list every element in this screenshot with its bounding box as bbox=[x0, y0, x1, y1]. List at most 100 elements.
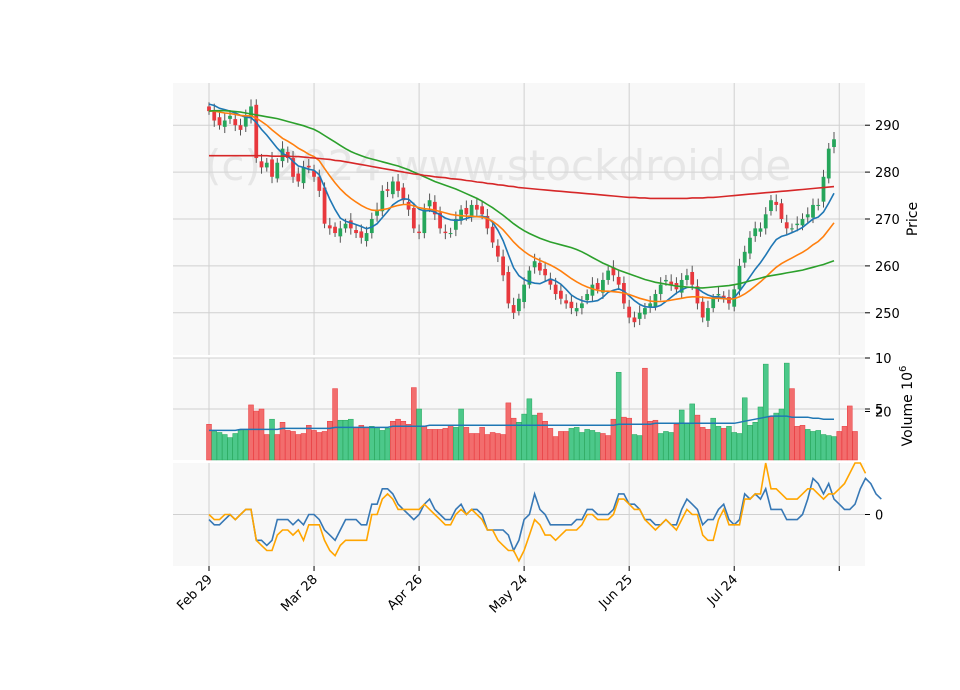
volume-bar bbox=[300, 433, 307, 461]
volume-bar bbox=[668, 432, 674, 461]
candle-body bbox=[516, 298, 521, 312]
volume-bar bbox=[699, 427, 706, 461]
candlestick bbox=[443, 224, 448, 240]
volume-bar bbox=[327, 420, 333, 461]
x-tick-label: Apr 26 bbox=[385, 572, 426, 613]
candle-body bbox=[653, 294, 658, 307]
candle-body bbox=[364, 233, 369, 242]
volume-bar bbox=[468, 433, 475, 461]
candlestick bbox=[464, 200, 469, 221]
volume-bar bbox=[773, 412, 779, 461]
volume-bar bbox=[516, 422, 522, 461]
candlestick bbox=[648, 295, 653, 313]
candle-body bbox=[375, 209, 379, 216]
candle-body bbox=[348, 220, 353, 229]
candle-body bbox=[411, 207, 416, 229]
volume-bar bbox=[610, 418, 617, 461]
candle-body bbox=[343, 223, 348, 229]
candle-body bbox=[296, 173, 301, 182]
volume-bar bbox=[741, 397, 748, 461]
candle-body bbox=[322, 187, 327, 224]
candle-body bbox=[784, 222, 789, 229]
volume-bar bbox=[363, 427, 370, 461]
volume-bar bbox=[552, 436, 559, 461]
volume-bar bbox=[390, 420, 396, 461]
candle-body bbox=[506, 271, 511, 304]
volume-bar bbox=[222, 434, 228, 461]
volume-bar bbox=[762, 363, 769, 461]
candle-body bbox=[249, 106, 253, 118]
candle-body bbox=[811, 204, 815, 218]
candlestick bbox=[821, 169, 826, 208]
candle-body bbox=[464, 207, 469, 215]
candlestick bbox=[522, 277, 527, 309]
candle-body bbox=[532, 261, 537, 268]
volume-bar bbox=[295, 434, 302, 461]
candlestick bbox=[658, 277, 663, 301]
volume-bar bbox=[437, 429, 443, 461]
candlestick bbox=[327, 217, 332, 235]
candlestick bbox=[417, 224, 421, 240]
candle-body bbox=[317, 176, 322, 191]
x-tick-label: Feb 29 bbox=[174, 572, 216, 614]
candle-body bbox=[385, 189, 390, 191]
candlestick bbox=[685, 268, 689, 286]
candle-body bbox=[217, 117, 222, 126]
candle-body bbox=[658, 284, 663, 295]
candlestick bbox=[669, 274, 674, 291]
volume-bar bbox=[421, 426, 428, 461]
candle-body bbox=[233, 119, 238, 126]
candlestick bbox=[228, 109, 232, 124]
volume-bar bbox=[500, 434, 506, 461]
candle-body bbox=[338, 228, 343, 237]
price-axis-tick-label: 280 bbox=[875, 166, 900, 181]
volume-bar bbox=[558, 431, 564, 461]
candlestick bbox=[259, 153, 264, 174]
candlestick bbox=[637, 305, 642, 326]
candle-body bbox=[585, 294, 590, 301]
candle-body bbox=[648, 303, 653, 307]
candlestick bbox=[275, 158, 280, 183]
volume-bar bbox=[531, 414, 538, 461]
candlestick bbox=[354, 224, 358, 239]
candle-body bbox=[748, 237, 752, 254]
volume-bar bbox=[705, 429, 711, 461]
candle-body bbox=[312, 170, 316, 177]
candle-body bbox=[254, 104, 259, 159]
volume-bar bbox=[626, 417, 632, 461]
volume-bar bbox=[285, 430, 291, 461]
volume-bar bbox=[258, 408, 265, 461]
candlestick bbox=[763, 207, 768, 235]
volume-bar bbox=[820, 434, 827, 461]
volume-bar bbox=[405, 424, 412, 461]
candle-body bbox=[259, 161, 264, 168]
volume-bar bbox=[600, 433, 606, 461]
candle-body bbox=[543, 268, 548, 276]
volume-bar bbox=[836, 431, 842, 461]
candle-body bbox=[469, 204, 474, 218]
candle-body bbox=[569, 301, 574, 309]
candle-body bbox=[716, 294, 721, 296]
candle-body bbox=[690, 271, 695, 285]
candle-body bbox=[548, 278, 553, 285]
candlestick bbox=[753, 221, 758, 242]
candlestick bbox=[832, 131, 836, 154]
volume-bar bbox=[374, 427, 380, 461]
candlestick bbox=[643, 303, 647, 319]
candle-body bbox=[301, 167, 306, 184]
candlestick bbox=[690, 265, 695, 291]
volume-bar bbox=[636, 435, 643, 461]
candle-body bbox=[553, 284, 558, 295]
volume-bar bbox=[353, 427, 359, 461]
volume-bar bbox=[311, 430, 317, 461]
volume-bar bbox=[663, 431, 669, 461]
candle-body bbox=[632, 317, 637, 323]
candlestick bbox=[306, 159, 311, 174]
volume-bar bbox=[684, 423, 690, 461]
candlestick bbox=[774, 194, 779, 212]
candlestick bbox=[369, 212, 374, 239]
volume-bar bbox=[563, 431, 569, 461]
candlestick bbox=[285, 146, 290, 163]
volume-bar bbox=[736, 433, 743, 461]
candle-body bbox=[291, 158, 295, 177]
